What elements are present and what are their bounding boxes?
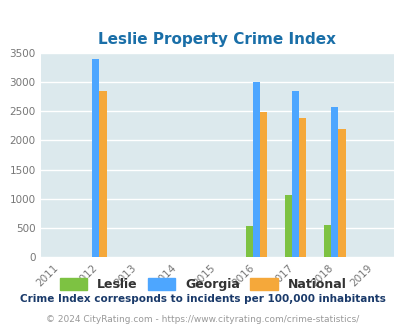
Bar [292,91,298,257]
Bar [99,91,106,257]
Bar [330,107,338,257]
Title: Leslie Property Crime Index: Leslie Property Crime Index [98,32,335,48]
Bar [92,59,99,257]
Text: © 2024 CityRating.com - https://www.cityrating.com/crime-statistics/: © 2024 CityRating.com - https://www.city… [46,315,359,324]
Bar [338,129,345,257]
Bar [284,195,292,257]
Bar [298,118,305,257]
Legend: Leslie, Georgia, National: Leslie, Georgia, National [53,272,352,298]
Text: Crime Index corresponds to incidents per 100,000 inhabitants: Crime Index corresponds to incidents per… [20,294,385,304]
Bar [259,113,266,257]
Bar [324,225,330,257]
Bar [252,82,259,257]
Bar [245,226,252,257]
